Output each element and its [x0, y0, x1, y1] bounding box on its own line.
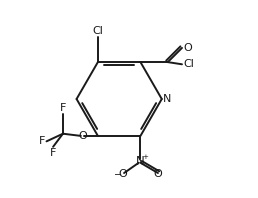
Text: N: N — [136, 154, 145, 168]
Text: O: O — [78, 131, 87, 141]
Text: N: N — [163, 94, 171, 104]
Text: F: F — [39, 136, 45, 146]
Text: Cl: Cl — [92, 26, 103, 36]
Text: F: F — [60, 103, 66, 113]
Text: O: O — [183, 43, 192, 53]
Text: Cl: Cl — [183, 59, 194, 69]
Text: O: O — [154, 169, 162, 179]
Text: O: O — [119, 169, 127, 179]
Text: +: + — [142, 154, 148, 160]
Text: F: F — [50, 148, 56, 158]
Text: −: − — [114, 170, 122, 180]
